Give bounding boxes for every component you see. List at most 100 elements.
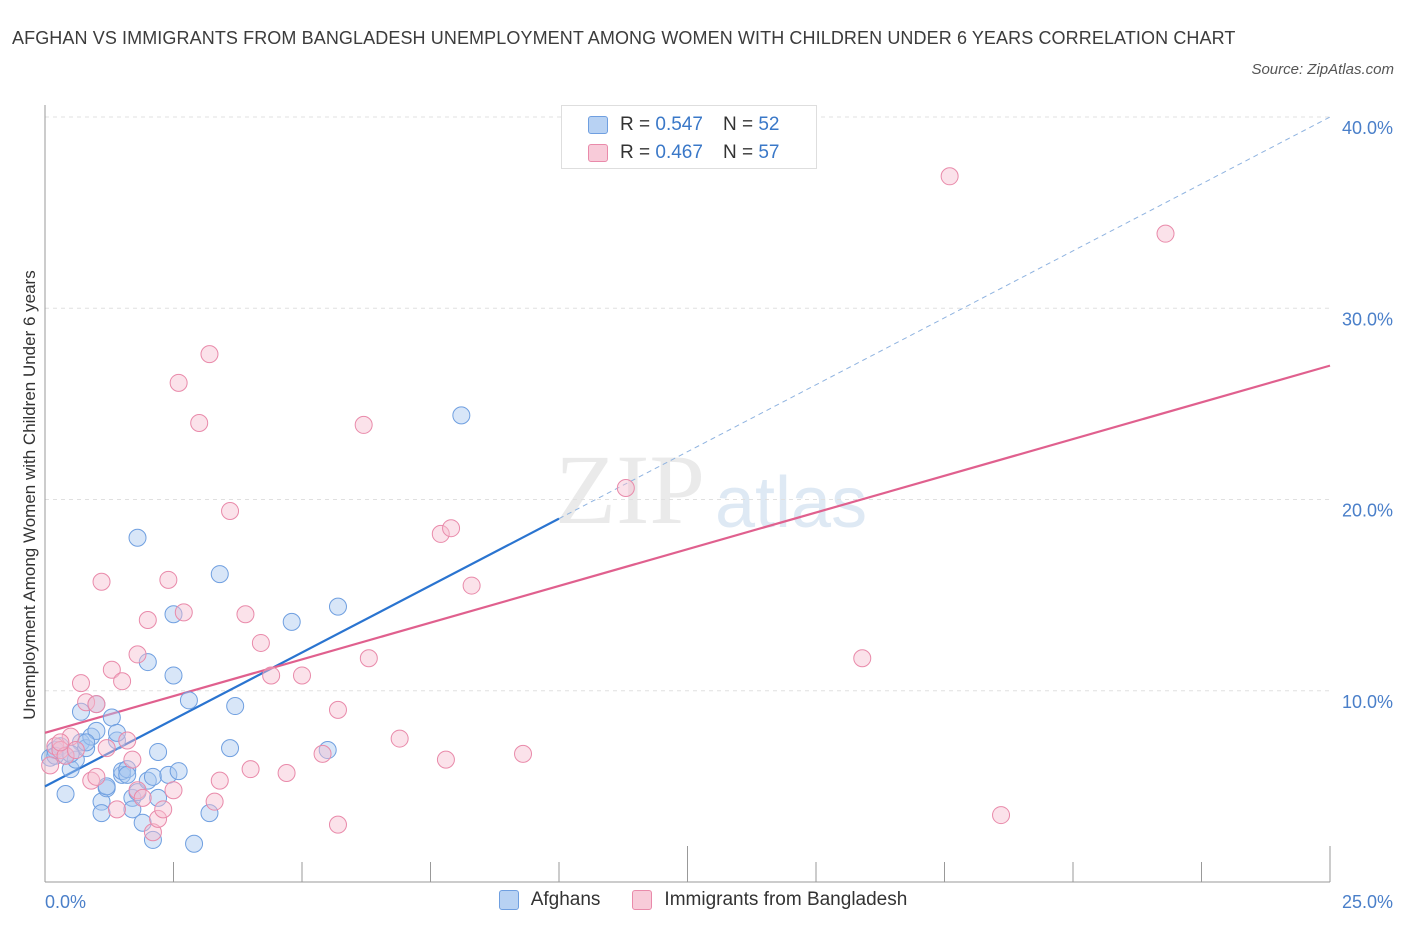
- bangladesh-point: [992, 806, 1011, 825]
- bangladesh-point: [442, 519, 461, 538]
- bangladesh-point: [169, 373, 188, 392]
- bangladesh-point: [123, 750, 142, 769]
- afghans-point: [149, 742, 168, 761]
- bangladesh-point: [159, 570, 178, 589]
- afghans-point: [143, 767, 162, 786]
- bangladesh-legend-swatch: [632, 890, 653, 910]
- bangladesh-point: [1156, 224, 1175, 243]
- bangladesh-point: [97, 739, 116, 758]
- bangladesh-n-label: N =: [722, 142, 754, 163]
- afghans-point: [82, 727, 101, 746]
- legend-row-bangladesh: R = 0.467 N = 57: [588, 141, 779, 165]
- bangladesh-point: [107, 800, 126, 819]
- afghans-point: [92, 804, 111, 823]
- afghans-point: [282, 612, 301, 631]
- bangladesh-point: [359, 649, 378, 668]
- afghans-point: [113, 765, 132, 784]
- series-legend: Afghans Immigrants from Bangladesh: [0, 889, 1406, 911]
- bangladesh-point: [210, 771, 229, 790]
- source-label: Source: ZipAtlas.com: [1251, 61, 1394, 78]
- legend-item-afghans[interactable]: Afghans: [498, 889, 601, 911]
- afghans-point: [138, 653, 157, 672]
- afghans-point: [226, 697, 245, 716]
- afghans-point: [328, 597, 347, 616]
- bangladesh-point: [354, 415, 373, 434]
- afghans-point: [123, 800, 142, 819]
- bangladesh-point: [118, 731, 137, 750]
- afghans-point: [221, 739, 240, 758]
- afghans-point: [71, 702, 90, 721]
- bangladesh-point: [66, 741, 85, 760]
- afghans-point: [210, 565, 229, 584]
- bangladesh-point: [462, 576, 481, 595]
- bangladesh-point: [87, 695, 106, 714]
- bangladesh-point: [56, 746, 75, 765]
- afghans-point: [118, 760, 137, 779]
- legend-item-bangladesh[interactable]: Immigrants from Bangladesh: [632, 889, 907, 911]
- y-tick-label: 10.0%: [1342, 692, 1393, 712]
- bangladesh-point: [128, 645, 147, 664]
- afghans-point: [87, 721, 106, 740]
- bangladesh-point: [221, 501, 240, 520]
- y-tick-label: 20.0%: [1342, 501, 1393, 521]
- afghans-point: [61, 760, 80, 779]
- bangladesh-n-value: 57: [758, 142, 780, 163]
- bangladesh-swatch: [588, 144, 608, 162]
- x-tick-label-max: 25.0%: [1342, 892, 1393, 912]
- bangladesh-point: [143, 823, 162, 842]
- afghans-point: [169, 762, 188, 781]
- tick-label-layer: 10.0% 20.0% 30.0% 40.0% 0.0% 25.0%: [45, 118, 1393, 912]
- trend-layer: [44, 116, 1331, 788]
- afghans-point: [128, 528, 147, 547]
- points-layer: [41, 167, 1175, 853]
- afghans-swatch: [588, 116, 608, 134]
- bangladesh-point: [138, 610, 157, 629]
- bangladesh-point: [51, 741, 70, 760]
- bangladesh-point: [277, 763, 296, 782]
- bangladesh-point: [87, 767, 106, 786]
- bangladesh-point: [102, 660, 121, 679]
- correlation-legend: R = 0.547 N = 52 R = 0.467 N = 57: [561, 105, 817, 169]
- legend-row-afghans: R = 0.547 N = 52: [588, 113, 779, 137]
- chart-title: AFGHAN VS IMMIGRANTS FROM BANGLADESH UNE…: [12, 28, 1236, 48]
- bangladesh-point: [436, 750, 455, 769]
- afghans-n-value: 52: [758, 114, 780, 135]
- afghans-point: [149, 788, 168, 807]
- afghans-point: [46, 746, 65, 765]
- bangladesh-point: [328, 815, 347, 834]
- afghans-point: [107, 731, 126, 750]
- afghans-trend-extension: [558, 116, 1331, 520]
- bangladesh-point: [514, 744, 533, 763]
- bangladesh-point: [293, 666, 311, 685]
- bangladesh-point: [92, 572, 111, 591]
- x-tick-label-min: 0.0%: [45, 892, 86, 912]
- afghans-legend-label: Afghans: [530, 889, 601, 910]
- afghans-point: [452, 406, 471, 425]
- bangladesh-legend-label: Immigrants from Bangladesh: [664, 889, 908, 910]
- bangladesh-r-label: R =: [620, 142, 651, 163]
- afghans-point: [143, 830, 162, 849]
- afghans-r-label: R =: [620, 114, 651, 135]
- bangladesh-point: [262, 666, 281, 685]
- bangladesh-point: [251, 633, 270, 652]
- bangladesh-point: [41, 756, 60, 775]
- bangladesh-point: [616, 479, 635, 498]
- bangladesh-point: [190, 414, 209, 432]
- afghans-point: [118, 765, 137, 784]
- bangladesh-point: [241, 760, 260, 779]
- bangladesh-r-value: 0.467: [655, 142, 703, 163]
- bangladesh-point: [61, 727, 80, 746]
- afghans-r-value: 0.547: [655, 114, 703, 135]
- bangladesh-point: [205, 792, 224, 811]
- watermark-atlas: atlas: [715, 463, 867, 543]
- watermark-zip: ZIP: [555, 434, 705, 545]
- grid-layer: [45, 116, 1330, 692]
- afghans-point: [107, 723, 126, 742]
- axis-layer: [44, 105, 1331, 883]
- y-tick-label: 40.0%: [1342, 118, 1393, 138]
- bangladesh-point: [174, 603, 193, 622]
- bangladesh-point: [390, 729, 409, 748]
- afghans-trend-line: [44, 517, 560, 788]
- bangladesh-point: [133, 788, 152, 807]
